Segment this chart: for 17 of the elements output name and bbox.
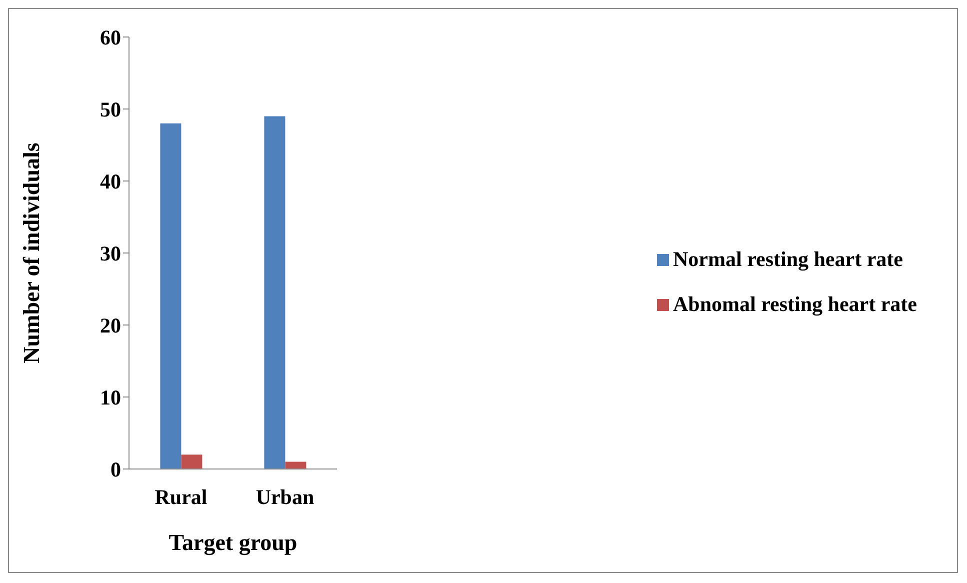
bar (160, 123, 182, 469)
y-tick-label: 10 (100, 385, 121, 410)
y-tick-label: 0 (110, 457, 121, 482)
x-tick-label: Urban (256, 484, 314, 509)
y-tick-label: 20 (100, 313, 121, 338)
legend-label: Abnomal resting heart rate (673, 290, 917, 318)
bar (181, 454, 202, 469)
y-tick-label: 40 (100, 169, 121, 194)
y-tick-label: 60 (100, 25, 121, 50)
bar (264, 116, 286, 469)
y-tick-label: 30 (100, 241, 121, 266)
legend-label: Normal resting heart rate (673, 246, 903, 272)
x-axis-title: Target group (168, 530, 298, 556)
y-tick-label: 50 (100, 97, 121, 122)
bar (285, 462, 306, 469)
y-axis-title: Number of individuals (19, 142, 44, 364)
x-tick-label: Rural (154, 484, 208, 509)
